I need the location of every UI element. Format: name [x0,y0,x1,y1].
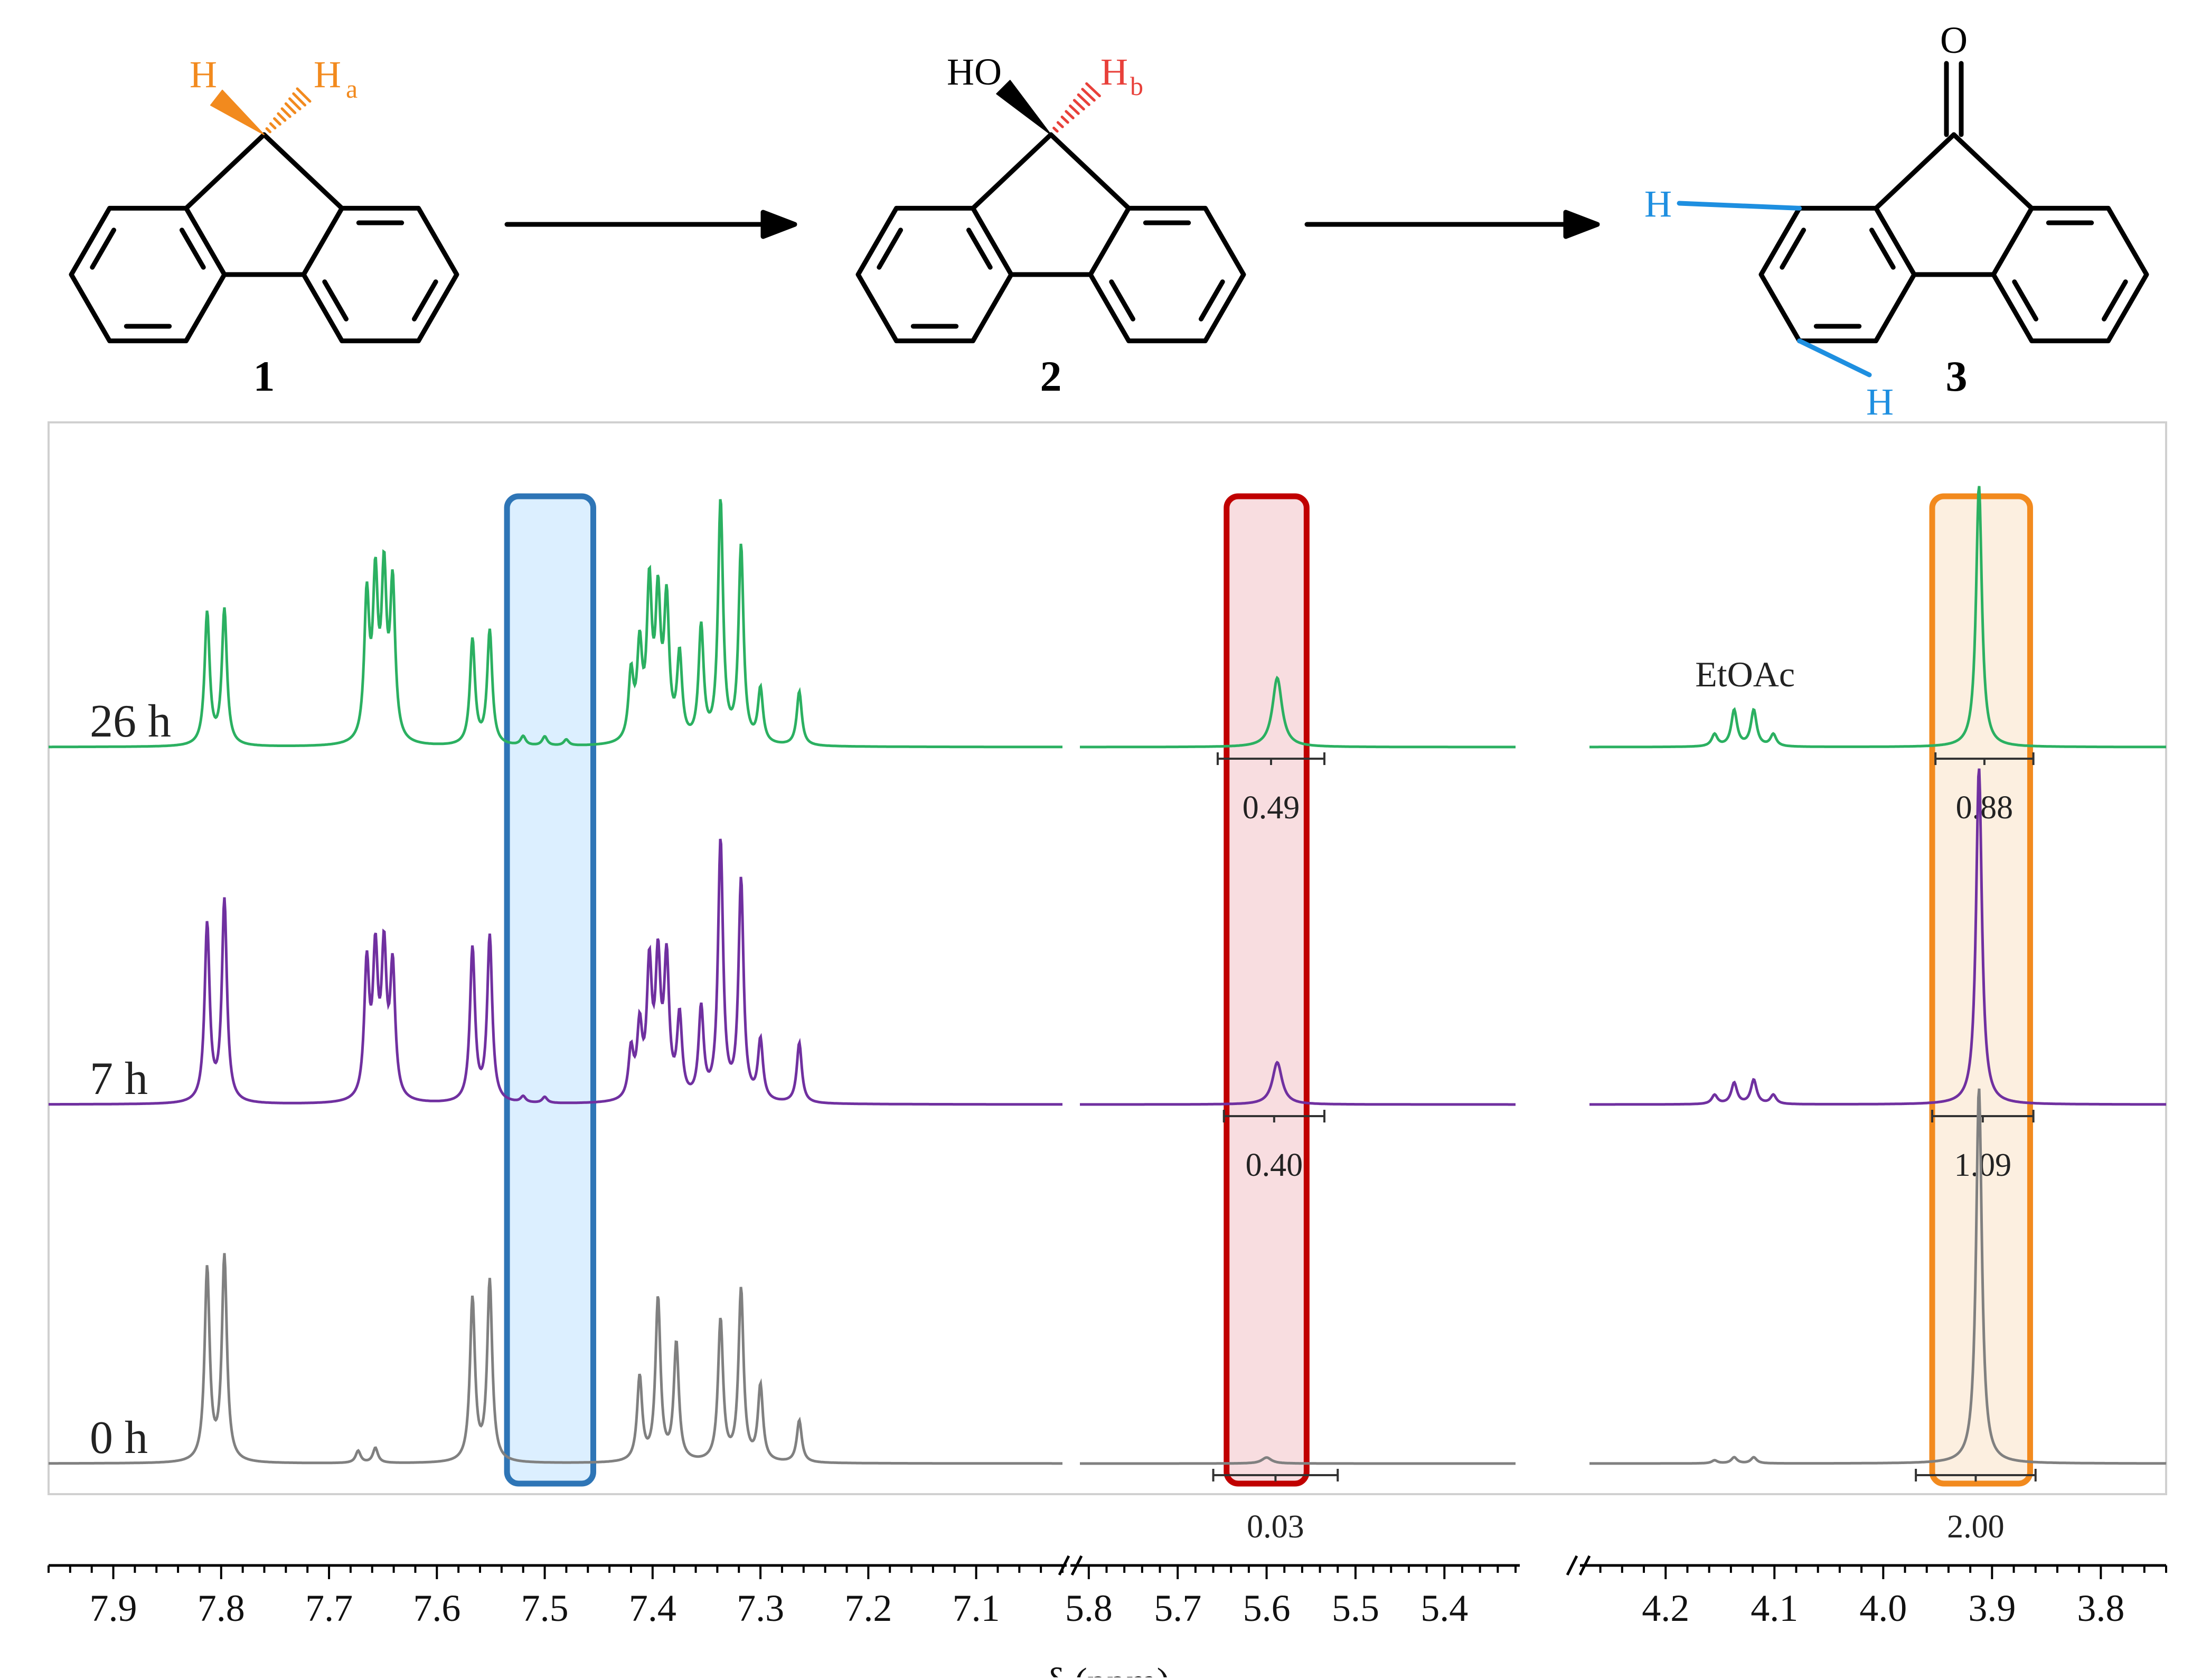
tick-label: 5.6 [1243,1587,1291,1629]
hashed-wedge-line [267,128,270,131]
tick-label: 7.4 [629,1587,676,1629]
tick-label: 7.8 [197,1587,245,1629]
integral-value: 0.49 [1243,790,1300,826]
time-label: 7 h [90,1053,148,1105]
hashed-wedge-line [275,119,280,125]
benzene-ring-left [1761,208,1914,341]
time-label: 26 h [90,696,171,747]
tick-label: 7.6 [413,1587,460,1629]
spectrum-trace-segment [1589,1089,2166,1464]
h-label-blue-top: H [1644,183,1672,225]
h-bond-blue-bottom [1800,341,1870,375]
arrow-head [763,212,795,237]
nmr-plot: 26 h 0.49 0.88 7 h 0.40 1.09 0 h 0.03 2.00 EtOAc 7… [49,422,2166,1677]
reaction-arrow-2 [1307,212,1597,237]
bond [1954,135,2032,208]
spectrum-trace-segment [1589,769,2166,1105]
tick-label: 5.5 [1332,1587,1379,1629]
bond [186,135,265,208]
time-label: 0 h [90,1412,148,1464]
tick-label: 4.0 [1859,1587,1907,1629]
benzene-ring-left [71,208,224,341]
arrow-head [1566,212,1597,237]
compound-3: O H H 3 [1644,19,2147,423]
integral-value: 1.09 [1954,1147,2012,1183]
tick-label: 5.4 [1420,1587,1468,1629]
bond [973,135,1051,208]
h-label-1: H [190,53,217,96]
hashed-wedge-line [1070,106,1079,114]
tick-label: 5.7 [1154,1587,1201,1629]
integral-value: 2.00 [1947,1509,2005,1545]
tick-label: 7.7 [305,1587,353,1629]
highlight-box-red [1227,496,1307,1484]
highlight-box-orange [1932,496,2030,1484]
spectrum-trace-segment [1589,486,2166,747]
ha-subscript: a [346,74,357,103]
bond [1876,135,1954,208]
tick-label: 5.8 [1065,1587,1113,1629]
hydroxyl-label: HO [947,51,1002,93]
solid-wedge [211,90,264,135]
highlight-box-blue [507,496,593,1484]
tick-label: 7.2 [844,1587,892,1629]
hashed-wedge-line [1074,100,1084,109]
oxygen-label: O [1940,19,1968,61]
compound-2-label: 2 [1040,352,1062,400]
tick-label: 3.8 [2077,1587,2124,1629]
hashed-wedge-line [1054,128,1058,131]
tick-label: 4.2 [1642,1587,1689,1629]
tick-label: 7.1 [953,1587,1000,1629]
hb-subscript: b [1130,71,1143,101]
bond [1051,135,1129,208]
hashed-wedge-line [270,124,275,128]
ha-label: H [314,53,341,96]
reaction-arrow-1 [507,212,795,237]
x-axis-label: δ (ppm) [1046,1660,1170,1677]
h-label-blue-bottom: H [1866,381,1894,423]
hashed-wedge-line [1078,95,1089,105]
spectrum-0h: 0 h 0.03 2.00 [49,1087,2166,1545]
spectrum-7h: 7 h 0.40 1.09 [49,768,2166,1184]
integral-value: 0.88 [1956,790,2014,826]
tick-label: 7.5 [521,1587,569,1629]
spectrum-26h: 26 h 0.49 0.88 [49,485,2166,826]
benzene-ring-right [304,208,457,341]
tick-label: 4.1 [1751,1587,1798,1629]
hashed-wedge-line [1066,111,1073,118]
tick-label: 7.3 [737,1587,784,1629]
bond [264,135,342,208]
hashed-wedge-line [286,103,295,112]
axis-break-mark [1567,1556,1577,1575]
integral-value: 0.40 [1246,1147,1303,1183]
tick-label: 3.9 [1968,1587,2016,1629]
hashed-wedge-line [1058,122,1062,127]
compound-3-label: 3 [1946,352,1968,400]
x-axis: 7.9 7.8 7.7 7.6 7.5 7.4 7.3 7.2 7.1 5.8 5.7 5.6 5.5 5… [49,1556,2166,1677]
tick-label: 7.9 [90,1587,137,1629]
hashed-wedge-line [282,109,290,117]
benzene-ring-right [1993,208,2147,341]
benzene-ring-left [858,208,1011,341]
compound-1-label: 1 [253,352,275,400]
solid-wedge [996,80,1051,135]
benzene-ring-right [1090,208,1244,341]
integral-value: 0.03 [1247,1509,1304,1545]
annotation-label: EtOAc [1695,654,1795,694]
hb-label: H [1100,51,1128,93]
hashed-wedge-line [1062,117,1068,122]
hashed-wedge-line [278,114,285,120]
h-bond-blue-top [1679,203,1800,208]
